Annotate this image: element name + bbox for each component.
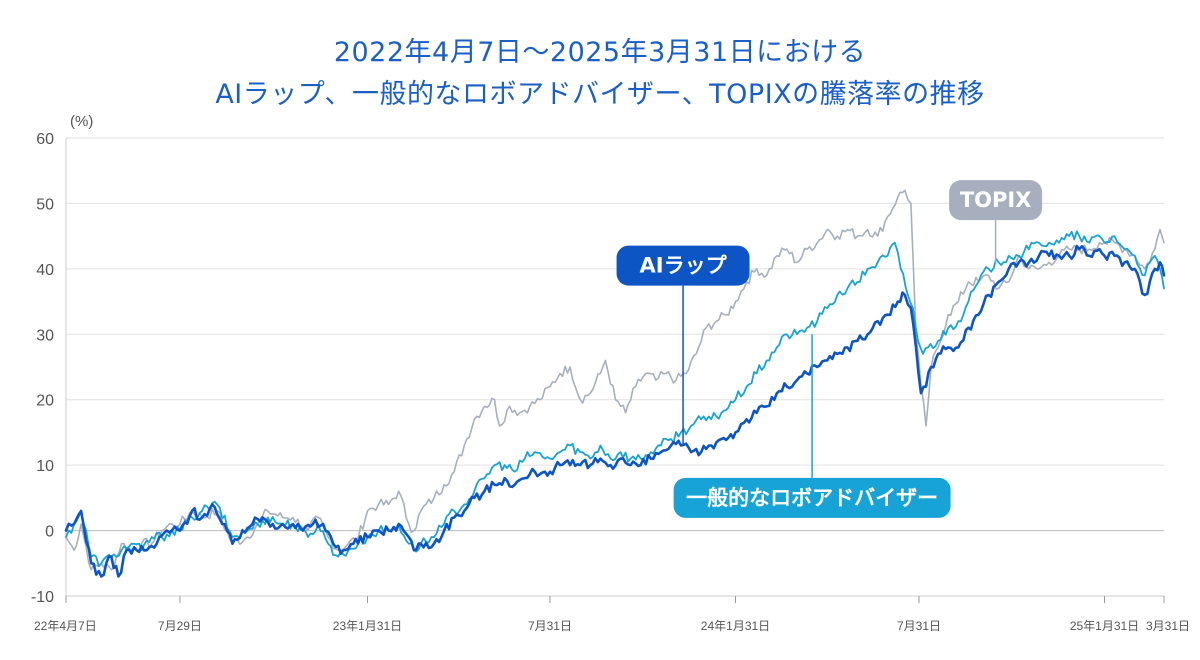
- y-axis-unit: (%): [70, 113, 93, 130]
- x-tick-label: 7月31日: [897, 619, 941, 633]
- annotation-badge-0: [616, 245, 750, 286]
- annotation-badge-1: [673, 477, 951, 518]
- annotation-label-1: 一般的なロボアドバイザー: [686, 486, 938, 510]
- series-line-0: [65, 189, 1165, 571]
- y-tick-label: 30: [36, 327, 54, 344]
- y-tick-label: 10: [36, 458, 54, 475]
- x-tick-label: 23年1月31日: [333, 619, 402, 633]
- y-tick-label: 40: [36, 262, 54, 279]
- x-tick-label: 7月31日: [528, 619, 572, 633]
- y-tick-label: 50: [36, 196, 54, 213]
- annotation-label-0: AIラップ: [640, 254, 728, 278]
- series-lines: [64, 189, 1166, 578]
- series-line-2: [64, 244, 1166, 578]
- chart-title-line1: 2022年4月7日～2025年3月31日における: [333, 37, 867, 68]
- series-line-1: [65, 230, 1165, 568]
- x-tick-label: 3月31日: [1146, 619, 1190, 633]
- axes: 60 50 40 30 20 10 0 -10 (%) 22年4月7日 7月29日 23年1月31日 7…: [31, 113, 1190, 633]
- x-tick-label: 22年4月7日: [34, 619, 97, 633]
- chart-title-line2: AIラップ、一般的なロボアドバイザー、TOPIXの騰落率の推移: [215, 79, 985, 110]
- y-tick-label: 60: [36, 131, 54, 148]
- annotation-label-2: TOPIX: [960, 188, 1032, 212]
- x-tick-label: 25年1月31日: [1070, 619, 1139, 633]
- y-tick-label: 20: [36, 393, 54, 410]
- y-tick-label: -10: [31, 589, 54, 606]
- x-tick-label: 7月29日: [158, 619, 202, 633]
- x-tick-label: 24年1月31日: [701, 619, 770, 633]
- annotation-badge-2: [949, 180, 1043, 221]
- y-tick-label: 0: [45, 524, 54, 541]
